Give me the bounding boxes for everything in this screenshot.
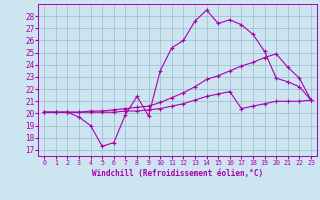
X-axis label: Windchill (Refroidissement éolien,°C): Windchill (Refroidissement éolien,°C)	[92, 169, 263, 178]
